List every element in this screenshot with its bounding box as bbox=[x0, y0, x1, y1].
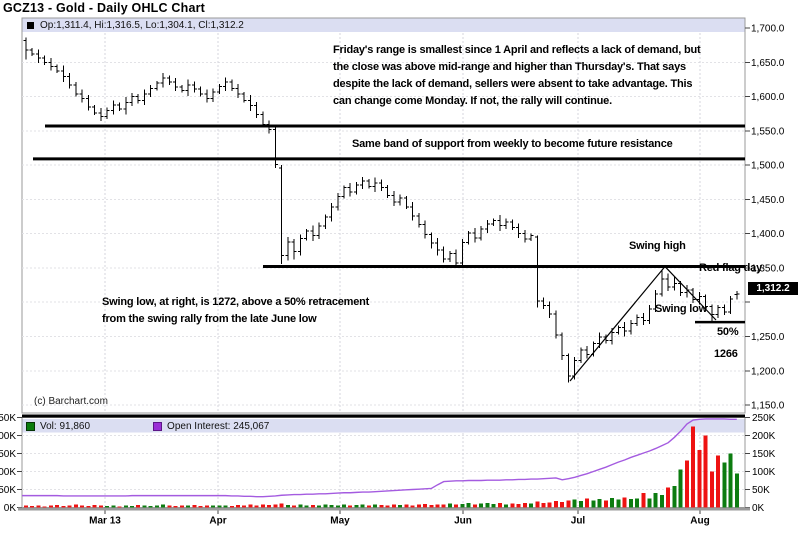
barchart-watermark: (c) Barchart.com bbox=[34, 396, 108, 407]
svg-text:1,700.0: 1,700.0 bbox=[751, 24, 785, 35]
volume-legend-strip bbox=[22, 419, 745, 433]
volume-legend-text: Vol: 91,860 bbox=[40, 420, 91, 432]
last-price-badge: 1,312.2 bbox=[748, 282, 798, 295]
annotation-line: from the swing rally from the late June … bbox=[102, 313, 317, 325]
svg-text:200K: 200K bbox=[752, 431, 776, 442]
annotation-fridays-range: Friday's range is smallest since 1 April… bbox=[333, 42, 701, 110]
volume-swatch-icon bbox=[26, 421, 35, 431]
annotation-swing-low: Swing low bbox=[655, 303, 707, 315]
svg-text:1,550.0: 1,550.0 bbox=[751, 126, 785, 137]
ohlc-legend: Op:1,311.4, Hi:1,316.5, Lo:1,304.1, Cl:1… bbox=[27, 18, 244, 32]
ohlc-bars bbox=[23, 37, 740, 383]
svg-text:1,400.0: 1,400.0 bbox=[751, 229, 785, 240]
annotation-line: Swing low, at right, is 1272, above a 50… bbox=[102, 296, 370, 308]
svg-text:1,650.0: 1,650.0 bbox=[751, 58, 785, 69]
svg-text:150K: 150K bbox=[752, 449, 776, 460]
svg-text:1,450.0: 1,450.0 bbox=[751, 195, 785, 206]
annotation-line: despite the lack of demand, sellers were… bbox=[333, 78, 693, 90]
svg-text:1,600.0: 1,600.0 bbox=[751, 92, 785, 103]
svg-text:Jul: Jul bbox=[571, 516, 586, 527]
svg-text:1,350.0: 1,350.0 bbox=[751, 263, 785, 274]
svg-text:50K: 50K bbox=[752, 485, 770, 496]
pane-divider bbox=[22, 414, 745, 418]
price-legend-strip bbox=[22, 18, 745, 32]
svg-text:0K: 0K bbox=[752, 503, 765, 514]
svg-text:1,250.0: 1,250.0 bbox=[751, 332, 785, 343]
annotation-1266-level: 1266 bbox=[714, 348, 738, 360]
svg-text:1,150.0: 1,150.0 bbox=[751, 401, 785, 412]
svg-text:0K: 0K bbox=[4, 503, 17, 514]
svg-text:May: May bbox=[330, 516, 350, 527]
svg-text:Mar 13: Mar 13 bbox=[89, 516, 121, 527]
volume-legend: Vol: 91,860 Open Interest: 245,067 bbox=[26, 419, 270, 433]
ohlc-legend-text: Op:1,311.4, Hi:1,316.5, Lo:1,304.1, Cl:1… bbox=[40, 19, 244, 31]
x-axis bbox=[18, 507, 750, 511]
price-pane bbox=[21, 17, 746, 414]
annotation-fifty-pct: 50% bbox=[717, 326, 739, 338]
svg-text:150K: 150K bbox=[0, 449, 16, 460]
chart-title: GCZ13 - Gold - Daily OHLC Chart bbox=[3, 1, 206, 15]
annotation-red-flag-day: Red flag day bbox=[699, 262, 763, 274]
svg-text:250K: 250K bbox=[0, 413, 16, 424]
open-interest-swatch-icon bbox=[153, 421, 163, 431]
svg-text:50K: 50K bbox=[0, 485, 16, 496]
open-interest-legend-text: Open Interest: 245,067 bbox=[167, 420, 270, 432]
svg-text:100K: 100K bbox=[752, 467, 776, 478]
svg-text:1,500.0: 1,500.0 bbox=[751, 161, 785, 172]
open-interest-line bbox=[22, 418, 737, 498]
svg-text:Aug: Aug bbox=[690, 516, 709, 527]
annotation-swing-low-note: Swing low, at right, is 1272, above a 50… bbox=[102, 294, 369, 328]
annotation-line: the close was above mid-range and higher… bbox=[333, 61, 686, 73]
svg-text:100K: 100K bbox=[0, 467, 16, 478]
ohlc-legend-swatch-icon bbox=[27, 21, 34, 29]
annotation-line: can change come Monday. If not, the rall… bbox=[333, 95, 612, 107]
svg-text:Jun: Jun bbox=[454, 516, 472, 527]
annotation-line: Friday's range is smallest since 1 April… bbox=[333, 44, 701, 56]
annotation-swing-high: Swing high bbox=[629, 240, 686, 252]
svg-text:Apr: Apr bbox=[209, 516, 226, 527]
axis-labels: 1,700.0 1,650.0 1,600.0 1,550.0 1,500.0 1,450… bbox=[0, 24, 785, 527]
svg-text:200K: 200K bbox=[0, 431, 16, 442]
volume-bars bbox=[24, 426, 739, 508]
annotation-support-band: Same band of support from weekly to beco… bbox=[352, 138, 673, 150]
svg-text:250K: 250K bbox=[752, 413, 776, 424]
svg-text:1,200.0: 1,200.0 bbox=[751, 366, 785, 377]
